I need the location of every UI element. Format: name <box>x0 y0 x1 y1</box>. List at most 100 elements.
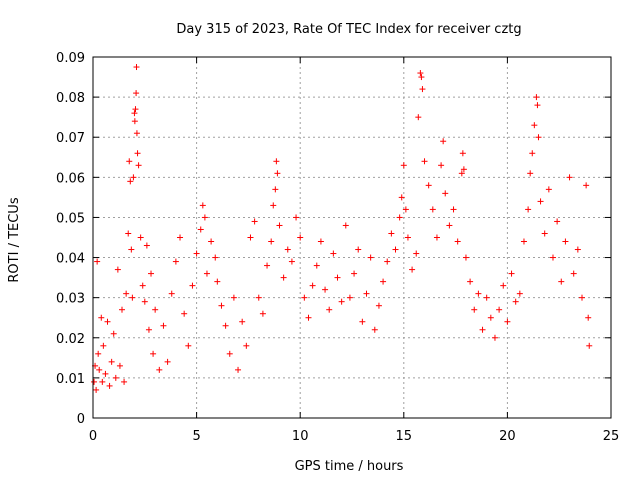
data-point <box>123 290 130 297</box>
data-point <box>487 314 494 321</box>
data-point <box>446 222 453 229</box>
data-point <box>270 202 277 209</box>
data-point <box>95 350 102 357</box>
grid-lines <box>93 57 611 418</box>
data-point <box>467 278 474 285</box>
data-point <box>193 250 200 257</box>
data-point <box>96 366 103 373</box>
data-point <box>177 234 184 241</box>
data-point <box>284 246 291 253</box>
data-point <box>491 334 498 341</box>
data-points <box>91 64 593 393</box>
data-point <box>570 270 577 277</box>
data-point <box>429 206 436 213</box>
data-point <box>396 214 403 221</box>
data-point <box>537 198 544 205</box>
data-point <box>201 214 208 221</box>
chart-title: Day 315 of 2023, Rate Of TEC Index for r… <box>176 22 521 37</box>
y-tick-label: 0.09 <box>56 51 85 66</box>
data-point <box>438 162 445 169</box>
data-point <box>508 270 515 277</box>
data-point <box>137 234 144 241</box>
data-point <box>322 286 329 293</box>
data-point <box>541 230 548 237</box>
y-tick-label: 0.03 <box>56 292 85 307</box>
data-point <box>586 342 593 349</box>
data-point <box>114 266 121 273</box>
data-point <box>355 246 362 253</box>
data-point <box>150 350 157 357</box>
data-point <box>119 306 126 313</box>
data-point <box>93 386 100 393</box>
data-point <box>388 230 395 237</box>
data-point <box>442 190 449 197</box>
data-point <box>346 294 353 301</box>
data-point <box>230 294 237 301</box>
data-point <box>243 342 250 349</box>
data-point <box>433 234 440 241</box>
y-tick-label: 0.07 <box>56 131 85 146</box>
data-point <box>108 358 115 365</box>
data-point <box>164 358 171 365</box>
y-tick-label: 0 <box>77 412 85 427</box>
data-point <box>458 170 465 177</box>
x-tick-label: 25 <box>603 429 620 444</box>
data-point <box>104 318 111 325</box>
data-point <box>375 302 382 309</box>
data-point <box>512 298 519 305</box>
data-point <box>418 74 425 81</box>
data-point <box>525 206 532 213</box>
data-point <box>160 322 167 329</box>
data-point <box>131 118 138 125</box>
y-tick-label: 0.08 <box>56 91 85 106</box>
data-point <box>264 262 271 269</box>
data-point <box>413 250 420 257</box>
data-point <box>459 150 466 157</box>
data-point <box>425 182 432 189</box>
data-point <box>549 254 556 261</box>
data-point <box>172 258 179 265</box>
data-point <box>440 138 447 145</box>
data-point <box>583 182 590 189</box>
data-point <box>130 174 137 181</box>
data-point <box>305 314 312 321</box>
data-point <box>400 162 407 169</box>
data-point <box>421 158 428 165</box>
data-point <box>212 254 219 261</box>
data-point <box>102 370 109 377</box>
data-point <box>181 310 188 317</box>
data-point <box>359 318 366 325</box>
data-point <box>203 270 210 277</box>
data-point <box>554 218 561 225</box>
data-point <box>106 382 113 389</box>
data-point <box>415 114 422 121</box>
data-point <box>143 242 150 249</box>
x-tick-label: 0 <box>89 429 97 444</box>
data-point <box>475 290 482 297</box>
data-point <box>129 294 136 301</box>
data-point <box>500 282 507 289</box>
data-point <box>334 274 341 281</box>
data-point <box>479 326 486 333</box>
y-axis-label: ROTI / TECUs <box>7 197 22 282</box>
data-point <box>91 378 98 385</box>
data-point <box>309 282 316 289</box>
data-point <box>535 134 542 141</box>
data-point <box>527 170 534 177</box>
data-point <box>189 282 196 289</box>
data-point <box>367 254 374 261</box>
data-point <box>272 186 279 193</box>
data-point <box>255 294 262 301</box>
data-point <box>454 238 461 245</box>
data-point <box>574 246 581 253</box>
data-point <box>208 238 215 245</box>
data-point <box>222 322 229 329</box>
data-point <box>392 246 399 253</box>
data-point <box>139 282 146 289</box>
data-point <box>134 150 141 157</box>
data-point <box>288 258 295 265</box>
data-point <box>384 258 391 265</box>
y-tick-label: 0.05 <box>56 211 85 226</box>
data-point <box>462 254 469 261</box>
data-point <box>293 214 300 221</box>
